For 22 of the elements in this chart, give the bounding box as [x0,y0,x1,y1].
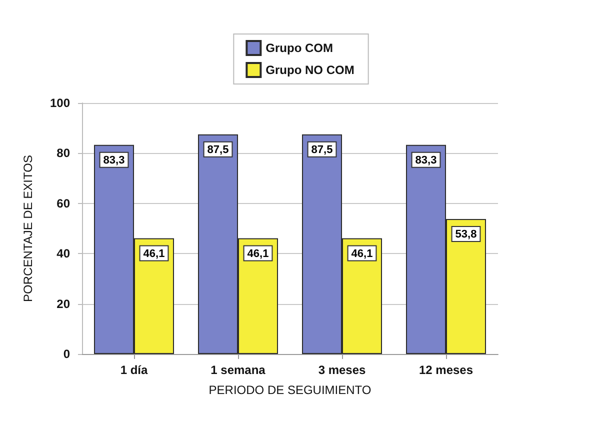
y-tick-label: 20 [56,296,70,311]
x-tick-label: 3 meses [318,363,366,377]
data-label: 46,1 [247,248,269,260]
data-label: 87,5 [311,144,333,156]
legend-label: Grupo COM [266,41,333,55]
data-label: 53,8 [455,228,477,240]
x-tick-label: 1 día [120,363,148,377]
y-axis-title: PORCENTAJE DE EXITOS [21,155,35,302]
y-tick-label: 0 [63,347,70,361]
data-label: 87,5 [207,144,229,156]
y-tick-label: 40 [56,246,70,261]
legend-label: Grupo NO COM [266,63,354,77]
data-label: 83,3 [103,154,125,166]
data-label: 83,3 [415,154,437,166]
y-tick-label: 80 [56,146,70,160]
x-tick-label: 12 meses [418,363,474,377]
data-label: 46,1 [351,248,373,260]
y-tick-label: 100 [50,96,70,110]
x-axis-title: PERIODO DE SEGUIMIENTO [208,383,372,397]
y-tick-label: 60 [56,196,70,210]
x-tick-label: 1 semana [210,363,266,377]
data-label: 46,1 [143,248,165,260]
